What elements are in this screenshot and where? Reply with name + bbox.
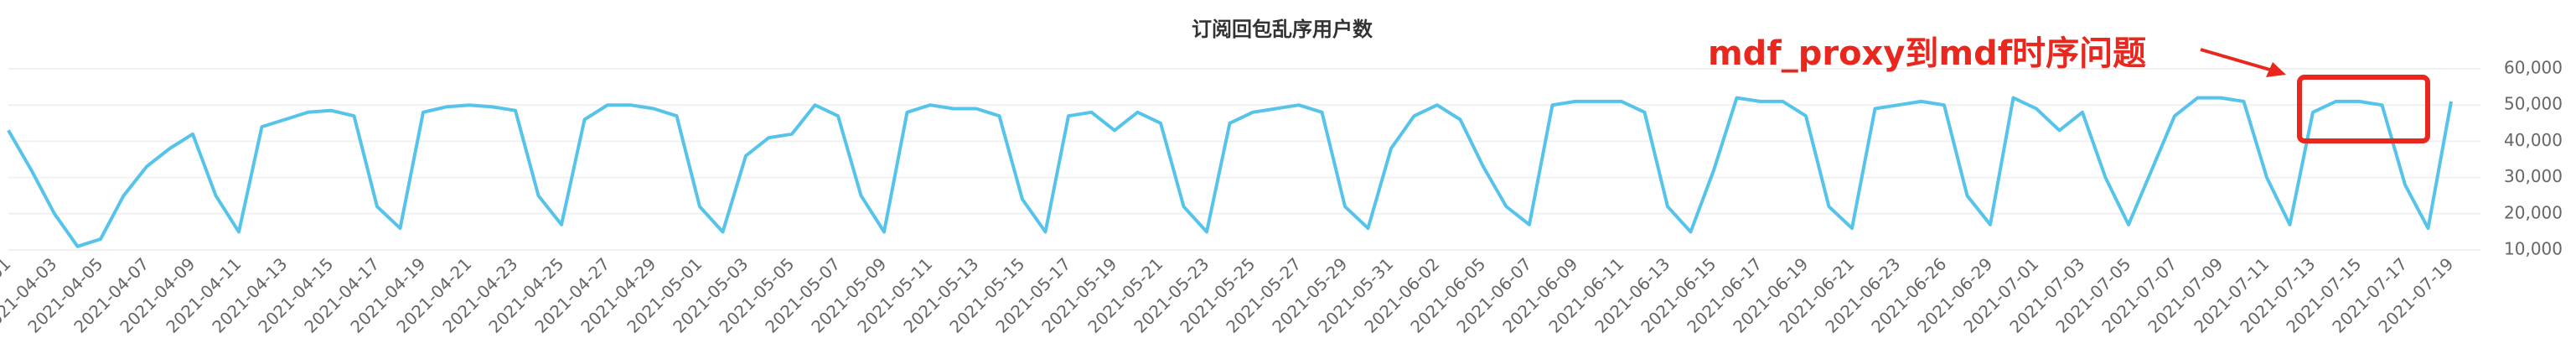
arrow-line [2200, 48, 2273, 72]
y-tick-label: 20,000 [2504, 202, 2563, 222]
chart-title: 订阅回包乱序用户数 [1192, 18, 1373, 41]
annotation: mdf_proxy到mdf时序问题 [1708, 34, 2146, 73]
y-tick-label: 10,000 [2504, 239, 2563, 259]
highlight-box [2297, 75, 2430, 143]
y-tick-label: 60,000 [2504, 58, 2563, 78]
series-line [7, 96, 2453, 248]
y-tick-label: 30,000 [2504, 166, 2563, 186]
y-tick-label: 40,000 [2504, 130, 2563, 150]
arrow-head [2266, 62, 2286, 77]
y-tick-label: 50,000 [2504, 94, 2563, 114]
